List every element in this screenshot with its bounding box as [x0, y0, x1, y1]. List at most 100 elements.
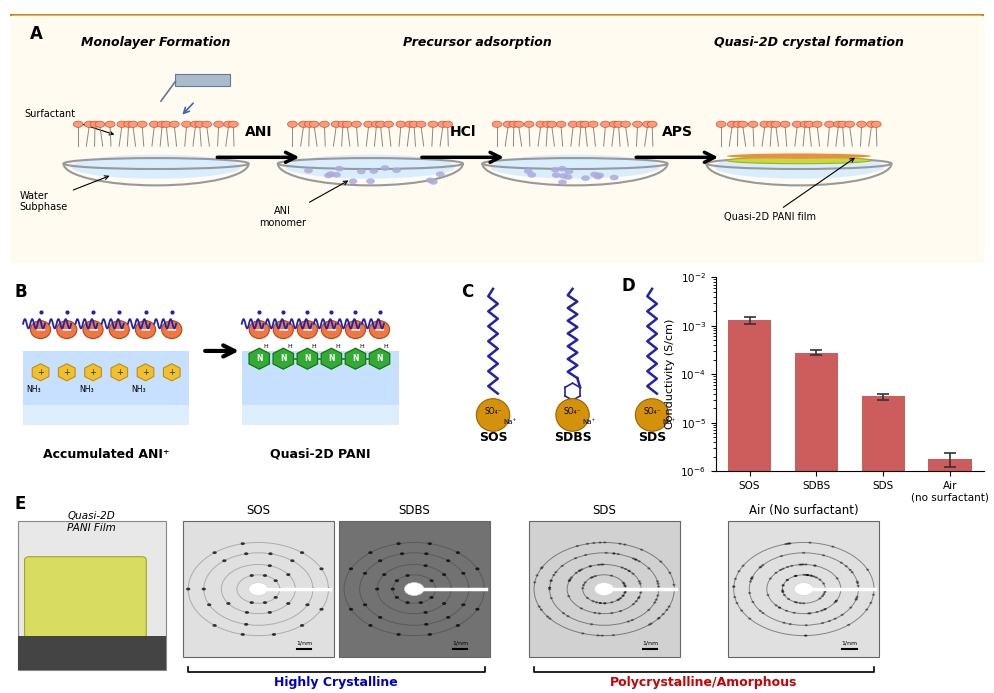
- Circle shape: [533, 581, 537, 584]
- Circle shape: [785, 610, 788, 612]
- Text: SDBS: SDBS: [399, 505, 430, 517]
- Text: Accumulated ANI⁺: Accumulated ANI⁺: [43, 448, 169, 461]
- Circle shape: [369, 551, 373, 554]
- Circle shape: [782, 622, 785, 624]
- Circle shape: [117, 121, 127, 128]
- Circle shape: [309, 121, 319, 128]
- Circle shape: [612, 552, 615, 554]
- Bar: [529, 521, 680, 657]
- Circle shape: [589, 577, 592, 579]
- FancyBboxPatch shape: [175, 74, 230, 86]
- Bar: [242, 405, 400, 425]
- Bar: [242, 351, 400, 405]
- Text: −: −: [140, 322, 151, 337]
- Bar: [183, 521, 334, 657]
- Circle shape: [610, 602, 613, 604]
- Circle shape: [758, 610, 761, 612]
- Circle shape: [245, 611, 249, 614]
- Circle shape: [349, 608, 353, 611]
- Circle shape: [822, 554, 825, 556]
- Text: H: H: [384, 344, 389, 349]
- Circle shape: [612, 634, 615, 636]
- Circle shape: [580, 121, 590, 128]
- Circle shape: [202, 588, 206, 590]
- Text: SOS: SOS: [479, 431, 507, 444]
- Circle shape: [84, 121, 94, 128]
- Circle shape: [748, 592, 751, 594]
- Circle shape: [656, 580, 659, 582]
- Circle shape: [653, 602, 656, 604]
- Circle shape: [442, 121, 452, 128]
- Circle shape: [349, 179, 358, 184]
- Circle shape: [598, 602, 601, 604]
- Text: C: C: [461, 283, 473, 301]
- Circle shape: [820, 609, 823, 611]
- Circle shape: [639, 583, 642, 585]
- Bar: [795, 353, 838, 693]
- Circle shape: [799, 602, 802, 604]
- Ellipse shape: [71, 155, 242, 179]
- Circle shape: [834, 617, 837, 620]
- Circle shape: [748, 121, 757, 128]
- Circle shape: [550, 597, 553, 599]
- Circle shape: [798, 563, 801, 565]
- Circle shape: [427, 633, 432, 636]
- Circle shape: [617, 598, 620, 600]
- Circle shape: [492, 121, 502, 128]
- Circle shape: [556, 398, 589, 431]
- Circle shape: [369, 624, 373, 627]
- Circle shape: [748, 617, 751, 620]
- Text: APS: APS: [662, 125, 693, 139]
- Text: SOS: SOS: [247, 505, 270, 517]
- Circle shape: [812, 575, 815, 577]
- Circle shape: [818, 579, 821, 581]
- Circle shape: [748, 580, 752, 582]
- Circle shape: [393, 168, 401, 173]
- Circle shape: [249, 601, 253, 604]
- Text: Air (No surfactant): Air (No surfactant): [749, 505, 859, 517]
- Circle shape: [790, 565, 793, 567]
- Circle shape: [794, 574, 797, 577]
- Circle shape: [277, 588, 282, 590]
- Circle shape: [807, 613, 810, 615]
- Text: H: H: [287, 344, 292, 349]
- Circle shape: [553, 574, 556, 576]
- Circle shape: [524, 168, 533, 174]
- Circle shape: [630, 619, 634, 621]
- Circle shape: [583, 581, 586, 584]
- Ellipse shape: [727, 153, 871, 159]
- Circle shape: [835, 600, 838, 602]
- Circle shape: [795, 602, 798, 604]
- Circle shape: [738, 121, 747, 128]
- Text: −: −: [87, 322, 98, 337]
- Circle shape: [400, 552, 405, 555]
- Circle shape: [750, 578, 753, 580]
- Circle shape: [833, 121, 843, 128]
- Circle shape: [778, 606, 781, 608]
- Circle shape: [555, 571, 558, 573]
- Text: HCl: HCl: [449, 125, 476, 139]
- Circle shape: [319, 608, 324, 611]
- Polygon shape: [297, 348, 317, 369]
- Circle shape: [249, 574, 253, 577]
- Circle shape: [788, 543, 791, 545]
- Text: 1/nm: 1/nm: [452, 641, 468, 646]
- Circle shape: [634, 559, 637, 561]
- Circle shape: [656, 595, 659, 597]
- Text: SDS: SDS: [638, 431, 666, 444]
- Circle shape: [547, 121, 557, 128]
- Circle shape: [792, 121, 802, 128]
- Circle shape: [550, 580, 553, 582]
- Circle shape: [357, 168, 366, 174]
- Circle shape: [596, 634, 599, 636]
- Circle shape: [406, 574, 410, 577]
- Text: 1/nm: 1/nm: [842, 641, 858, 646]
- Circle shape: [182, 121, 192, 128]
- Circle shape: [162, 321, 182, 338]
- Circle shape: [771, 121, 780, 128]
- Circle shape: [594, 583, 614, 595]
- Circle shape: [648, 624, 651, 626]
- Circle shape: [482, 588, 486, 590]
- Circle shape: [157, 121, 167, 128]
- Circle shape: [593, 575, 596, 577]
